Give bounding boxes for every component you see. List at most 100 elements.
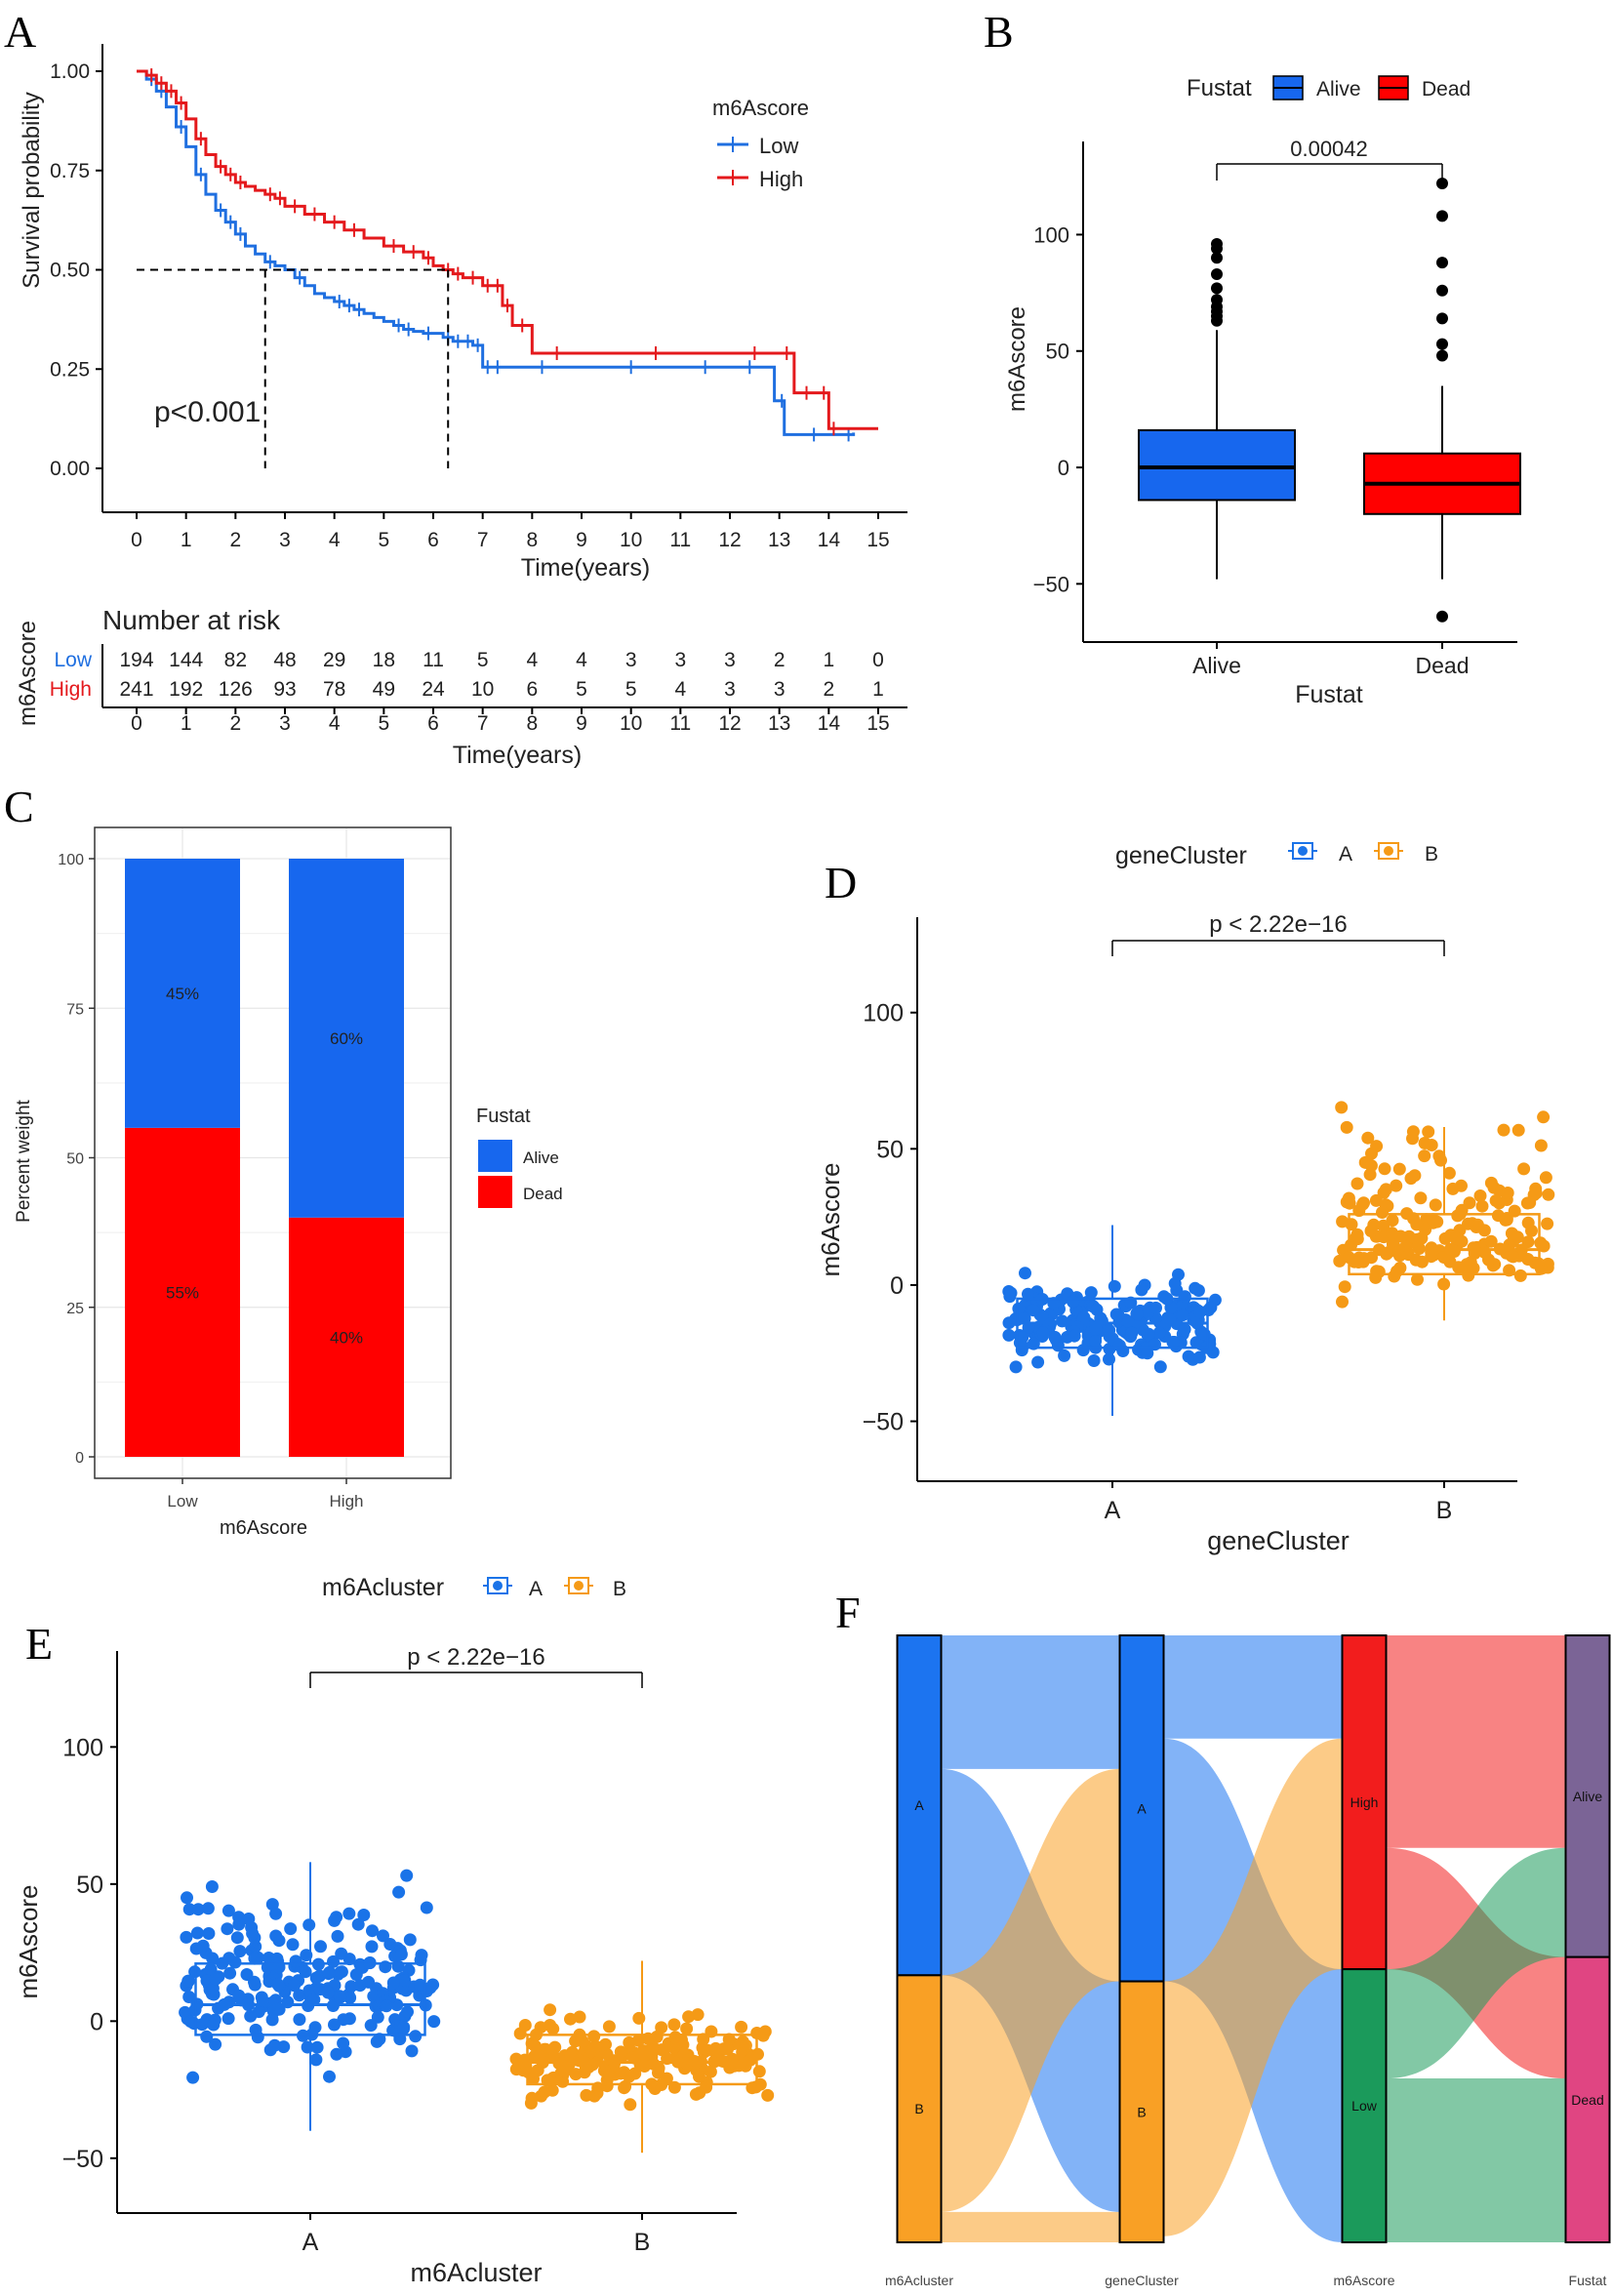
panel-e-point-a — [386, 1976, 400, 1990]
panel-e-point-b — [752, 2065, 766, 2078]
panel-d-point-a — [1142, 1327, 1155, 1341]
panel-a-risk-x-tick-label: 7 — [477, 712, 489, 735]
panel-e-point-a — [284, 1922, 298, 1936]
panel-e-point-a — [299, 1965, 312, 1979]
panel-e-point-a — [343, 1991, 357, 2004]
panel-e-point-b — [711, 2044, 725, 2058]
panel-d-point-b — [1350, 1231, 1363, 1244]
panel-f-stratum-label: Low — [1351, 2098, 1378, 2114]
panel-d-point-a — [1004, 1286, 1018, 1300]
panel-d-point-b — [1467, 1241, 1480, 1255]
panel-c-legend-title: Fustat — [476, 1106, 531, 1127]
panel-d-point-a — [1153, 1360, 1167, 1374]
panel-a-risk-row-high: High — [50, 678, 92, 701]
panel-d-point-b — [1425, 1245, 1438, 1259]
panel-d-point-b — [1379, 1183, 1392, 1196]
panel-d-point-b — [1418, 1137, 1431, 1149]
panel-e-point-a — [377, 1929, 389, 1943]
panel-e-point-a — [314, 1940, 327, 1954]
panel-c-legend-dead-swatch — [478, 1176, 512, 1208]
panel-b-legend-alive: Alive — [1316, 78, 1361, 101]
panel-e-point-a — [228, 1955, 242, 1969]
panel-e-point-a — [191, 1903, 205, 1916]
panel-f-stratum-label: Dead — [1571, 2092, 1603, 2108]
panel-d-point-b — [1534, 1139, 1548, 1152]
panel-e-point-a — [232, 1989, 246, 2002]
panel-d-point-a — [1089, 1334, 1103, 1348]
panel-d-xlabel: geneCluster — [1207, 1526, 1350, 1555]
panel-d-y-tick-label: 0 — [890, 1272, 904, 1300]
panel-a-risk-value-high: 4 — [674, 678, 686, 701]
panel-e-point-b — [761, 2088, 775, 2102]
panel-f-flow-b-a — [941, 1768, 1120, 2212]
panel-e-point-a — [202, 1927, 216, 1940]
panel-d-point-b — [1357, 1252, 1371, 1266]
panel-d-point-b — [1357, 1196, 1370, 1210]
panel-a-x-tick-label: 12 — [718, 529, 741, 551]
panel-e-point-a — [207, 2018, 221, 2032]
panel-a-x-tick-label: 10 — [620, 529, 642, 551]
panel-d-point-b — [1418, 1149, 1431, 1163]
panel-d-point-a — [1108, 1279, 1121, 1293]
panel-d-legend-b: B — [1425, 843, 1438, 866]
panel-e-x-tick-label: A — [302, 2229, 319, 2256]
panel-b-ylabel: m6Ascore — [1004, 306, 1030, 412]
panel-f-axis-label: m6Ascore — [1333, 2273, 1394, 2288]
panel-d-point-b — [1513, 1269, 1527, 1282]
panel-e-point-a — [248, 1978, 262, 1992]
panel-f-stratum-label: B — [914, 2101, 923, 2116]
panel-d-letter: D — [825, 858, 857, 907]
panel-e-point-a — [269, 1929, 283, 1943]
panel-d-point-a — [1135, 1283, 1149, 1297]
panel-f-stratum-label: A — [914, 1797, 924, 1813]
panel-d-point-b — [1376, 1206, 1389, 1219]
panel-d-y-ticks: −50 0 50 100 — [863, 1000, 917, 1436]
panel-e-point-a — [414, 1978, 426, 1992]
panel-e-point-b — [538, 2085, 551, 2099]
panel-a-y-tick-label: 0.00 — [50, 458, 90, 480]
panel-d-y-tick-label: −50 — [863, 1409, 904, 1436]
panel-e-point-a — [397, 2021, 411, 2034]
panel-a-risk-value-high: 241 — [119, 678, 153, 701]
panel-e-point-b — [572, 2054, 585, 2068]
panel-e-point-a — [349, 1968, 363, 1982]
panel-e-point-a — [269, 1907, 283, 1920]
panel-d-point-b — [1377, 1219, 1390, 1232]
panel-b-x-ticks: Alive Dead — [1192, 642, 1469, 678]
panel-c-y-ticks: 0 25 50 75 100 — [58, 852, 95, 1467]
panel-e-ylabel: m6Ascore — [14, 1884, 43, 1998]
panel-d-point-b — [1467, 1262, 1480, 1275]
panel-b-y-ticks: −50 0 50 100 — [1033, 222, 1083, 596]
panel-d-point-b — [1340, 1120, 1353, 1134]
panel-e-point-a — [221, 1922, 234, 1936]
panel-d-point-a — [1168, 1276, 1182, 1290]
panel-e-point-b — [623, 2035, 636, 2049]
panel-d-point-b — [1511, 1230, 1524, 1244]
panel-d-point-a — [1048, 1330, 1062, 1344]
panel-a-legend-high: High — [759, 167, 803, 191]
panel-a-x-tick-label: 15 — [866, 529, 889, 551]
panel-d-point-a — [1022, 1287, 1034, 1301]
panel-d-point-a — [1036, 1326, 1050, 1340]
panel-d-point-b — [1517, 1162, 1531, 1176]
panel-a-risk-value-high: 78 — [323, 678, 345, 701]
panel-a-curve-low — [137, 69, 856, 436]
panel-e-point-a — [330, 2047, 343, 2061]
panel-c-x-tick-label: Low — [167, 1492, 198, 1511]
panel-e-y-ticks: −50 0 50 100 — [62, 1734, 117, 2173]
panel-a-x-tick-label: 8 — [526, 529, 538, 551]
panel-e-point-a — [365, 1940, 379, 1954]
panel-a-risk-value-low: 1 — [823, 649, 834, 671]
panel-e-point-b — [524, 2096, 538, 2110]
panel-b-outlier — [1436, 177, 1448, 189]
panel-a-risk-value-low: 18 — [373, 649, 395, 671]
panel-a-x-tick-label: 14 — [818, 529, 841, 551]
panel-d-point-a — [1166, 1336, 1180, 1349]
panel-a-pvalue: p<0.001 — [154, 396, 261, 428]
panel-e-legend-title: m6Acluster — [322, 1574, 444, 1601]
panel-e-point-a — [244, 2009, 258, 2023]
panel-a-risk-x-tick-label: 2 — [229, 712, 241, 735]
panel-b-outlier — [1211, 282, 1223, 295]
panel-e-point-b — [655, 2021, 668, 2034]
panel-f-flow-low-dead — [1386, 2078, 1566, 2242]
